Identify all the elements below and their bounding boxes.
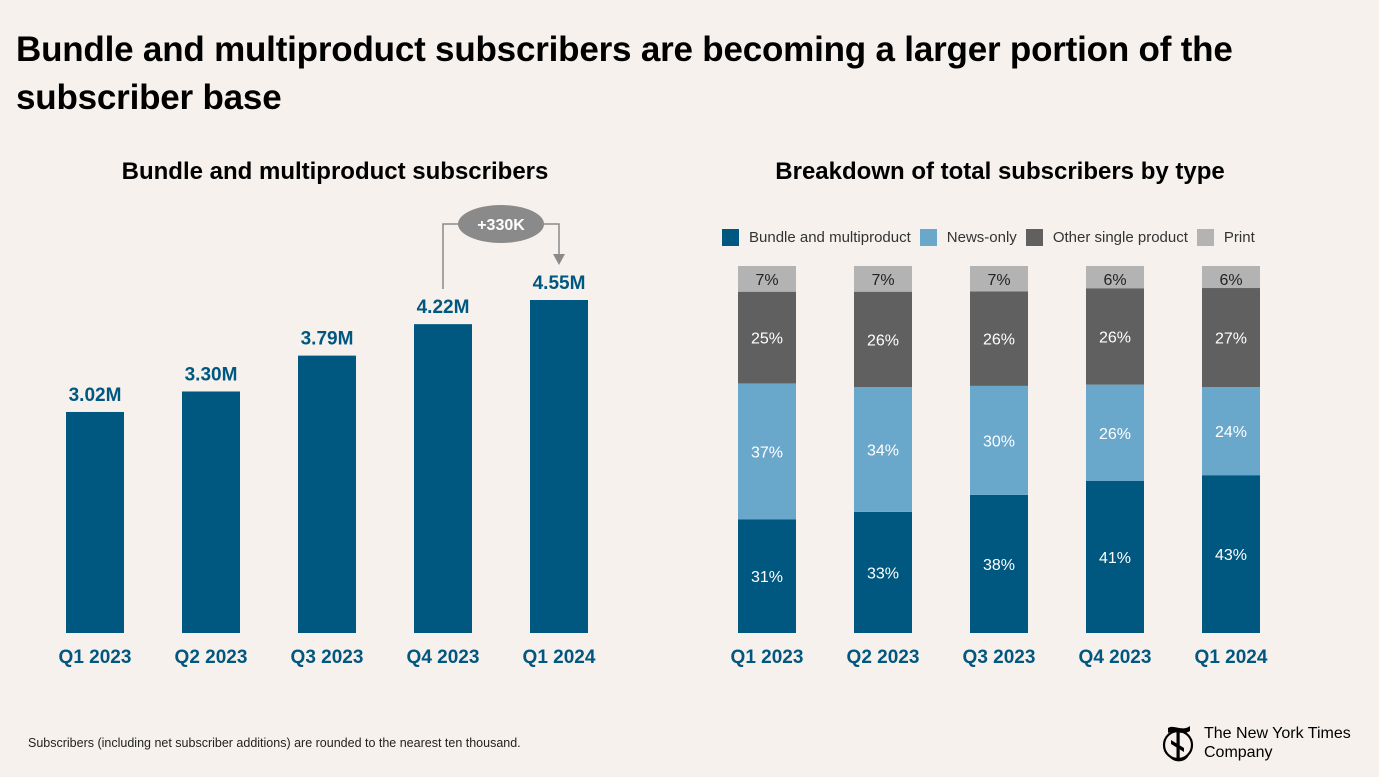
segment-value-label: 43% — [1215, 547, 1247, 564]
segment-value-label: 33% — [867, 565, 899, 582]
bar-q4-2023 — [414, 324, 472, 633]
bar-q3-2023 — [298, 355, 356, 633]
bar-value-label: 3.79M — [301, 329, 354, 350]
x-tick-label: Q4 2023 — [1079, 647, 1152, 668]
segment-value-label: 26% — [983, 332, 1015, 349]
legend-swatch — [722, 229, 739, 246]
segment-value-label: 7% — [755, 272, 778, 289]
segment-news-only-q1-2024 — [1202, 387, 1260, 476]
segment-value-label: 26% — [1099, 426, 1131, 443]
bar-chart-title: Bundle and multiproduct subscribers — [121, 158, 549, 185]
segment-value-label: 38% — [983, 557, 1015, 574]
legend-label: Other single product — [1052, 229, 1188, 246]
x-tick-label: Q3 2023 — [291, 647, 364, 668]
segment-value-label: 26% — [1099, 329, 1131, 346]
segment-other-single-product-q2-2023 — [854, 291, 912, 388]
legend-swatch — [1025, 229, 1043, 246]
segment-value-label: 26% — [867, 332, 899, 349]
x-tick-label: Q1 2023 — [59, 647, 132, 668]
page-title: Bundle and multiproduct subscribers are … — [16, 30, 1233, 117]
bar-q2-2023 — [182, 391, 240, 633]
legend-item-other-single-product: Other single product — [1025, 229, 1188, 246]
segment-other-single-product-q3-2023 — [970, 291, 1028, 386]
segment-value-label: 31% — [751, 569, 783, 586]
legend-item-print: Print — [1196, 229, 1255, 246]
segment-news-only-q3-2023 — [970, 385, 1028, 495]
segment-other-single-product-q1-2024 — [1202, 288, 1260, 388]
bar-value-label: 3.30M — [185, 364, 238, 385]
segment-bundle-and-multiproduct-q4-2023 — [1086, 481, 1144, 633]
segment-value-label: 6% — [1219, 272, 1242, 289]
brand-name-line2: Company — [1204, 744, 1273, 761]
segment-other-single-product-q1-2023 — [738, 291, 796, 384]
bar-q1-2024 — [530, 300, 588, 633]
annotation-label: +330K — [477, 217, 525, 234]
bar-q1-2023 — [66, 411, 124, 633]
x-tick-label: Q2 2023 — [847, 647, 920, 668]
segment-news-only-q4-2023 — [1086, 384, 1144, 482]
segment-bundle-and-multiproduct-q2-2023 — [854, 511, 912, 633]
annotation-bubble — [458, 205, 544, 243]
legend-label: Print — [1223, 229, 1255, 246]
annotation-arrowhead — [553, 254, 565, 265]
segment-print-q4-2023 — [1086, 266, 1144, 289]
x-tick-label: Q2 2023 — [175, 647, 248, 668]
segment-print-q1-2024 — [1202, 266, 1260, 289]
segment-print-q1-2023 — [738, 266, 796, 292]
segment-value-label: 41% — [1099, 550, 1131, 567]
legend-item-news-only: News-only — [919, 229, 1017, 246]
segment-value-label: 7% — [987, 272, 1010, 289]
segment-value-label: 24% — [1215, 424, 1247, 441]
brand-name-line1: The New York Times — [1204, 725, 1351, 742]
legend-label: Bundle and multiproduct — [749, 229, 911, 246]
segment-value-label: 37% — [751, 444, 783, 461]
company-brand: The New York Times Company — [1160, 722, 1351, 764]
segment-print-q3-2023 — [970, 266, 1028, 292]
x-tick-label: Q1 2023 — [731, 647, 804, 668]
segment-value-label: 25% — [751, 331, 783, 348]
segment-value-label: 27% — [1215, 331, 1247, 348]
legend-label: News-only — [946, 229, 1017, 246]
x-tick-label: Q4 2023 — [407, 647, 480, 668]
x-tick-label: Q3 2023 — [963, 647, 1036, 668]
x-tick-label: Q1 2024 — [523, 647, 596, 668]
bar-value-label: 4.55M — [533, 273, 586, 294]
segment-value-label: 30% — [983, 433, 1015, 450]
segment-value-label: 7% — [871, 272, 894, 289]
nyt-logo-icon — [1162, 726, 1194, 762]
legend-swatch — [1196, 229, 1214, 246]
segment-value-label: 6% — [1103, 272, 1126, 289]
segment-news-only-q1-2023 — [738, 383, 796, 520]
segment-print-q2-2023 — [854, 266, 912, 292]
legend-swatch — [919, 229, 937, 246]
footnote: Subscribers (including net subscriber ad… — [28, 736, 521, 750]
segment-bundle-and-multiproduct-q1-2023 — [738, 519, 796, 633]
segment-bundle-and-multiproduct-q3-2023 — [970, 494, 1028, 633]
stacked-chart-title: Breakdown of total subscribers by type — [775, 158, 1225, 185]
segment-news-only-q2-2023 — [854, 387, 912, 512]
segment-value-label: 34% — [867, 443, 899, 460]
stacked-chart-legend: Bundle and multiproduct News-only Other si… — [722, 229, 1264, 246]
legend-item-bundle-and-multiproduct: Bundle and multiproduct — [722, 229, 911, 246]
segment-other-single-product-q4-2023 — [1086, 288, 1144, 385]
segment-bundle-and-multiproduct-q1-2024 — [1202, 475, 1260, 633]
bar-value-label: 3.02M — [69, 385, 122, 406]
bar-value-label: 4.22M — [417, 297, 470, 318]
x-tick-label: Q1 2024 — [1195, 647, 1268, 668]
